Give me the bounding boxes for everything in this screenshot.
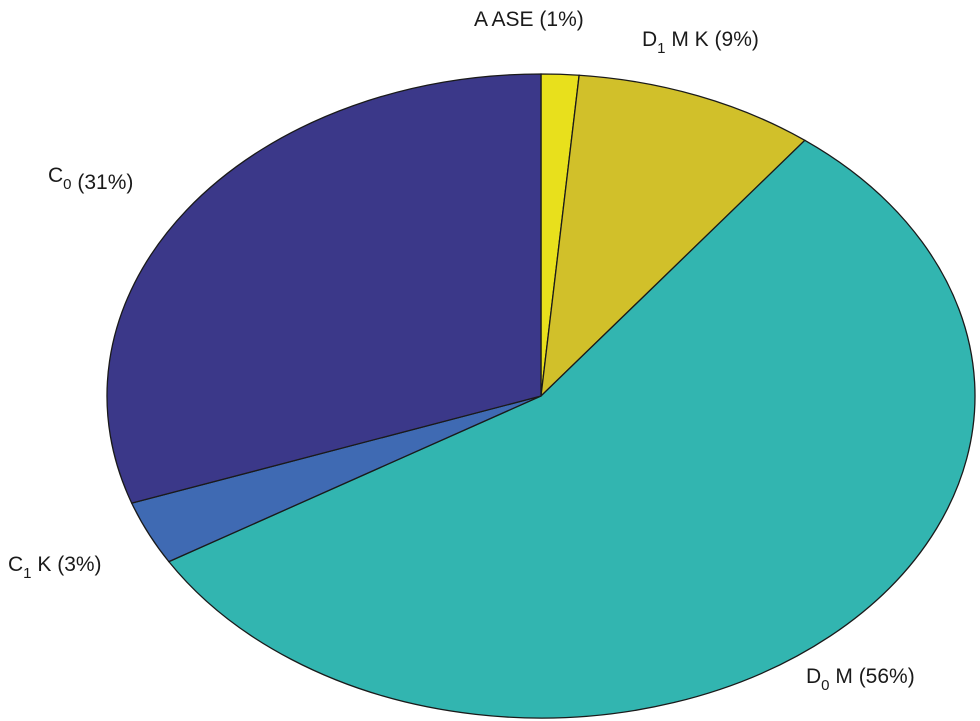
label-c1k: C1 K (3%): [8, 553, 102, 582]
label-d1mk: D1 M K (9%): [642, 28, 759, 57]
label-aase: A ASE (1%): [474, 8, 584, 31]
slice-c0: [106, 73, 542, 504]
label-d0m: D0 M (56%): [806, 665, 915, 694]
label-c0: C0 (31%): [48, 164, 133, 194]
slice-d1mk: [540, 74, 806, 398]
slice-d0m: [167, 139, 976, 719]
pie-slices: [106, 73, 976, 719]
